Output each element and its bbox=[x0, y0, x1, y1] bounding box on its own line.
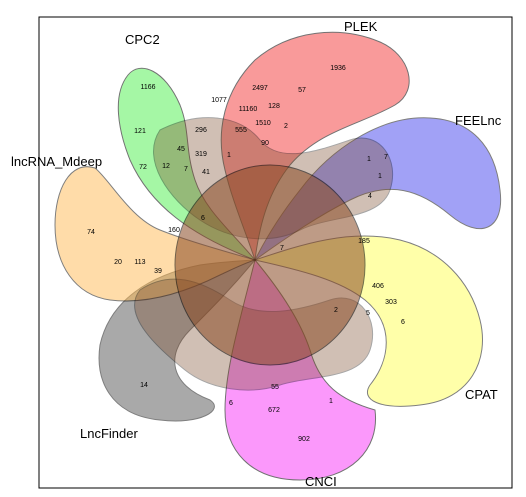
region-count: 39 bbox=[154, 268, 162, 275]
region-count: 902 bbox=[298, 436, 310, 443]
region-counts: 1166 1077 2497 1936 11160 128 57 1510 55… bbox=[87, 65, 405, 443]
set-label-lncfinder: LncFinder bbox=[80, 426, 138, 441]
region-count: 113 bbox=[134, 259, 145, 266]
region-count: 303 bbox=[385, 299, 397, 306]
region-count: 319 bbox=[195, 151, 207, 158]
region-count: 1510 bbox=[255, 120, 271, 127]
region-count: 672 bbox=[268, 407, 280, 414]
region-count: 406 bbox=[372, 283, 384, 290]
region-count: 74 bbox=[87, 229, 95, 236]
central-region bbox=[174, 164, 366, 366]
region-count: 2 bbox=[334, 307, 338, 314]
set-label-cpc2: CPC2 bbox=[125, 32, 160, 47]
petal-cpat bbox=[253, 235, 483, 407]
set-label-cnci: CNCI bbox=[305, 474, 337, 489]
region-count: 121 bbox=[134, 128, 146, 135]
region-count: 4 bbox=[368, 193, 372, 200]
plot-frame bbox=[38, 16, 513, 489]
region-count: 12 bbox=[162, 163, 170, 170]
region-count: 90 bbox=[261, 140, 269, 147]
region-count: 1 bbox=[378, 173, 382, 180]
region-count: 57 bbox=[298, 87, 306, 94]
region-count: 41 bbox=[202, 169, 210, 176]
region-count: 1 bbox=[227, 152, 231, 159]
region-count: 14 bbox=[140, 382, 148, 389]
region-count: 2497 bbox=[252, 85, 268, 92]
region-count: 1936 bbox=[330, 65, 346, 72]
region-count: 1166 bbox=[140, 84, 155, 91]
region-count: 7 bbox=[184, 166, 188, 173]
region-count: 45 bbox=[177, 146, 185, 153]
region-count: 5 bbox=[366, 310, 370, 317]
petal-cpc2 bbox=[117, 67, 257, 262]
region-count: 1 bbox=[329, 398, 333, 405]
region-count: 555 bbox=[235, 127, 247, 134]
region-count: 6 bbox=[401, 319, 405, 326]
region-count: 11160 bbox=[239, 106, 258, 113]
region-count: 7 bbox=[280, 245, 284, 252]
region-count: 55 bbox=[271, 384, 279, 391]
region-count: 6 bbox=[201, 215, 205, 222]
region-count: 2 bbox=[284, 123, 288, 130]
region-count: 296 bbox=[195, 127, 207, 134]
set-label-plek: PLEK bbox=[344, 19, 378, 34]
region-count: 1 bbox=[367, 156, 371, 163]
region-count: 1077 bbox=[211, 97, 227, 104]
region-count: 160 bbox=[168, 227, 180, 234]
region-count: 185 bbox=[358, 238, 370, 245]
set-label-lncrna-mdeep: lncRNA_Mdeep bbox=[11, 154, 102, 169]
region-count: 20 bbox=[114, 259, 122, 266]
region-count: 72 bbox=[139, 164, 147, 171]
region-count: 6 bbox=[229, 400, 233, 407]
petals-group bbox=[54, 31, 502, 481]
region-count: 128 bbox=[268, 103, 280, 110]
set-label-cpat: CPAT bbox=[465, 387, 498, 402]
set-label-feelnc: FEELnc bbox=[455, 113, 502, 128]
region-count: 7 bbox=[384, 154, 388, 161]
